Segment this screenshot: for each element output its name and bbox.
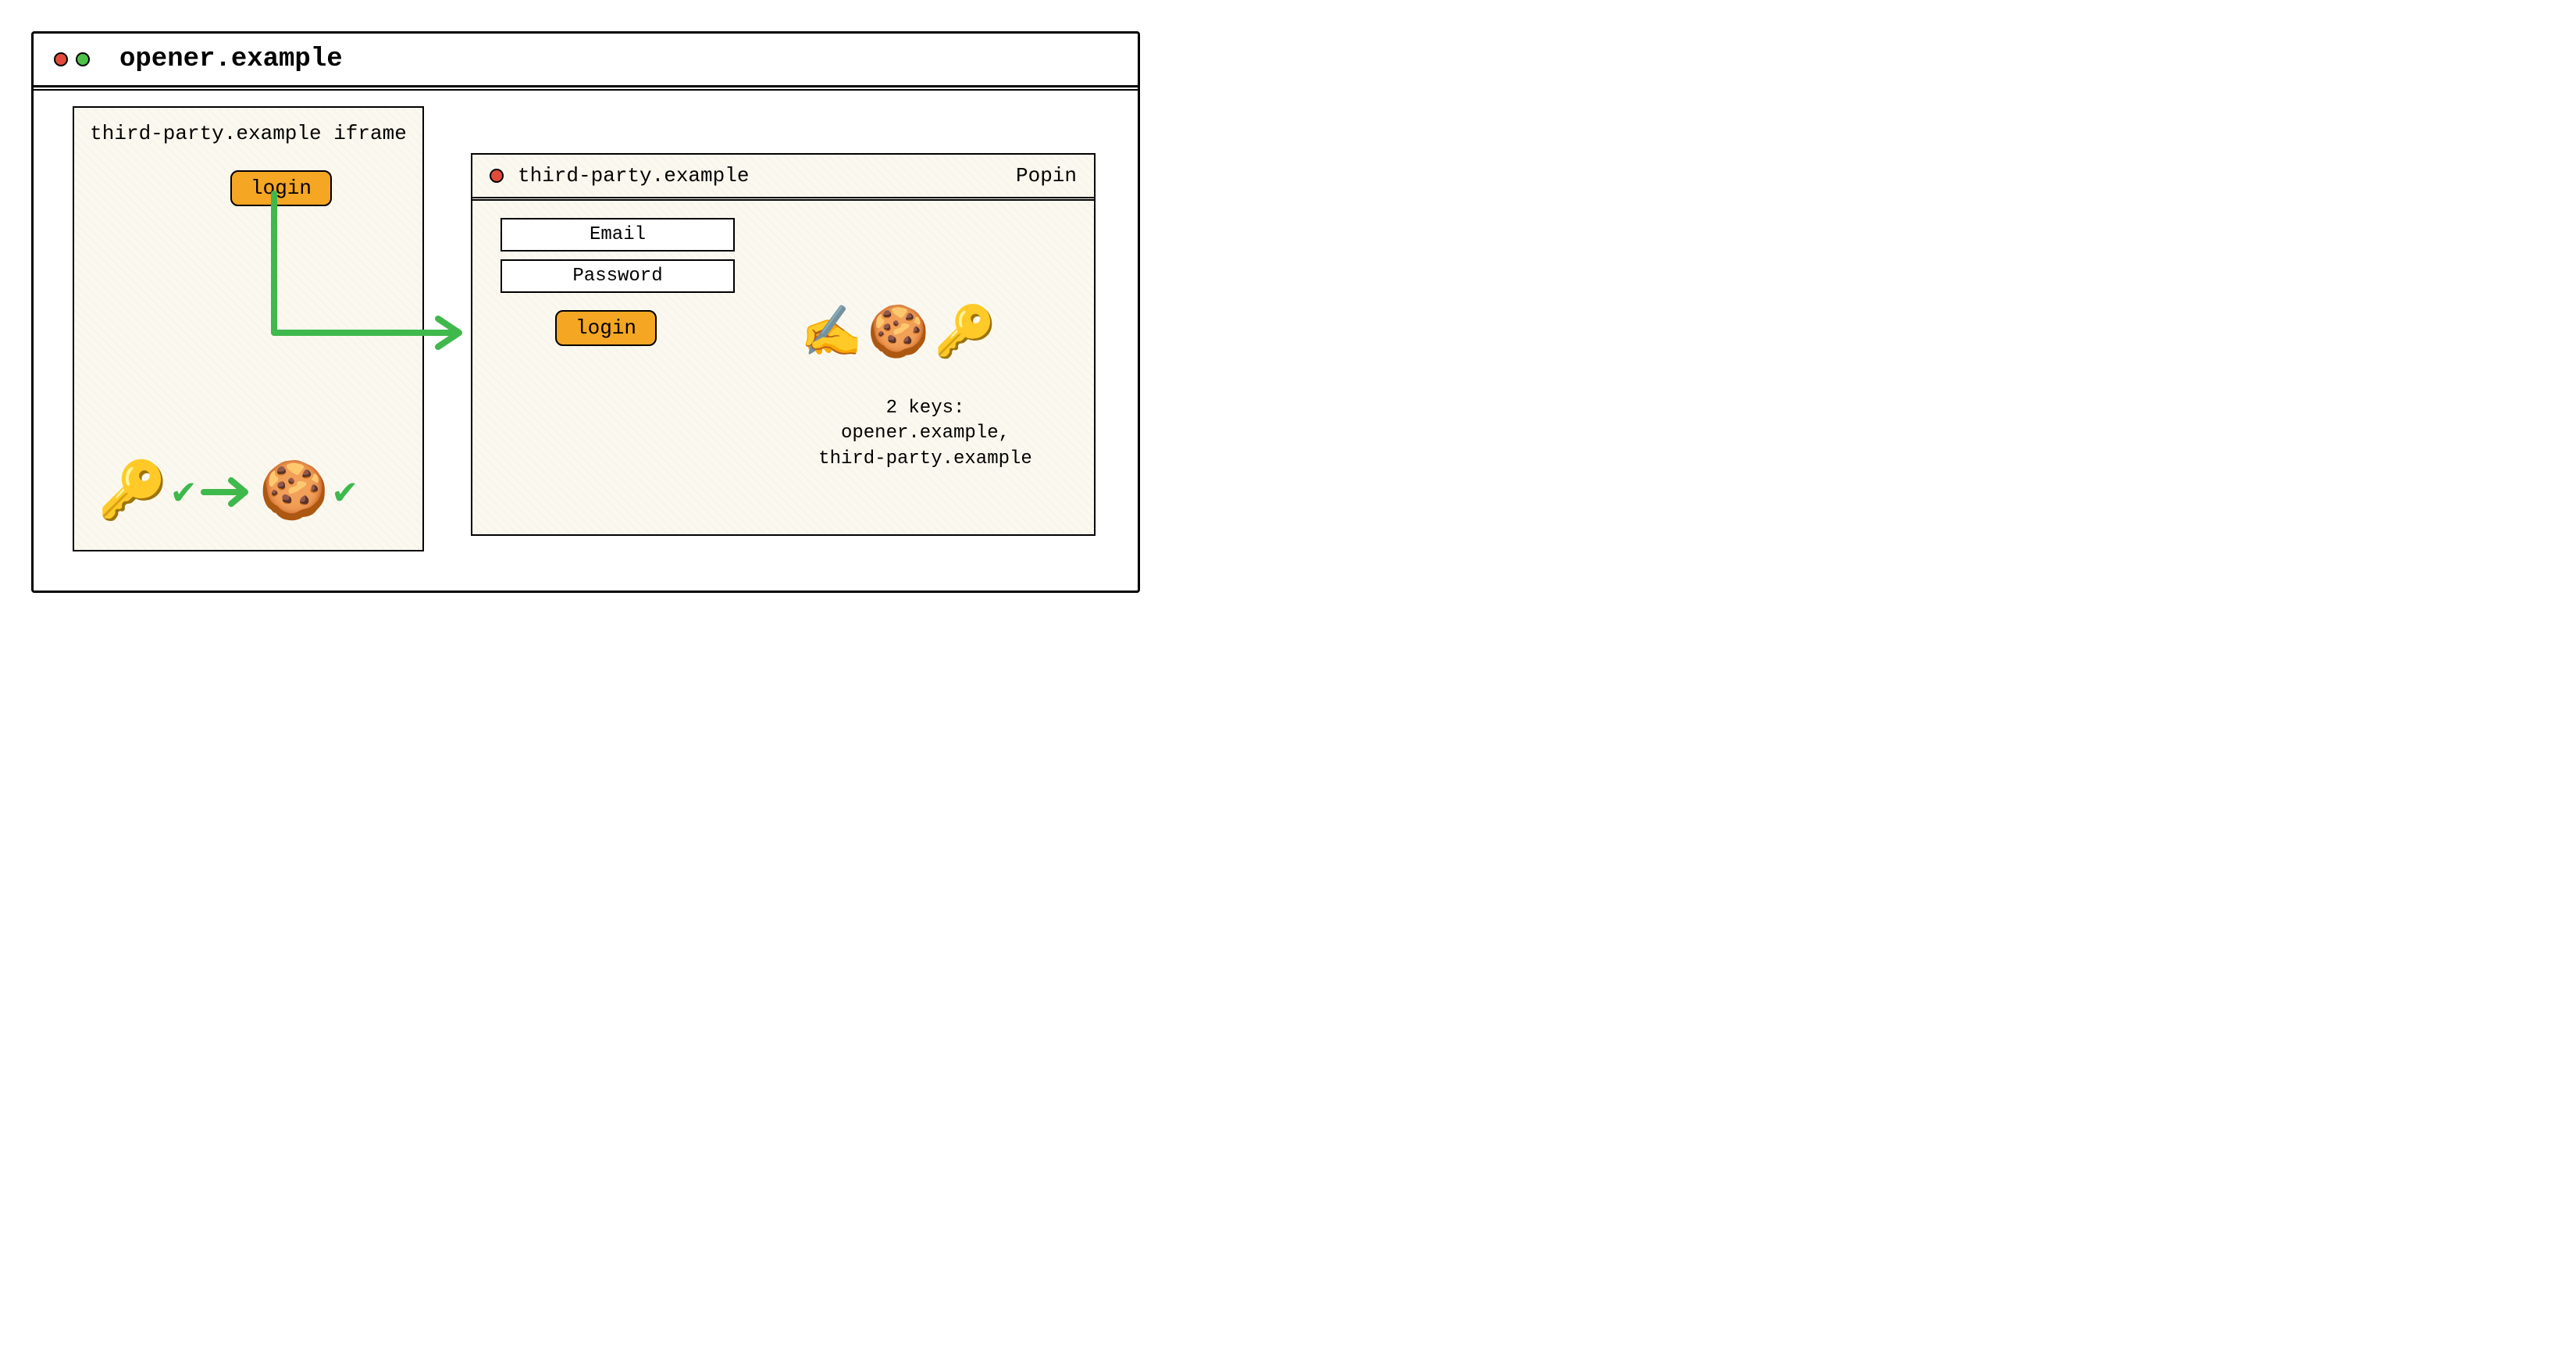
iframe-box: third-party.example iframe login 🔑 ✔ 🍪 ✔ <box>73 106 424 551</box>
check-icon: ✔ <box>173 469 195 515</box>
keys-description: 2 keys: opener.example, third-party.exam… <box>785 396 1066 472</box>
popin-titlebar: third-party.example Popin <box>472 155 1094 198</box>
iframe-login-button[interactable]: login <box>230 170 332 206</box>
browser-title: opener.example <box>119 45 343 74</box>
cookie-icon: 🍪 <box>868 308 935 364</box>
browser-window: opener.example third-party.example ifram… <box>31 31 1140 593</box>
popin-dot-red[interactable] <box>490 169 504 183</box>
arrow-right-icon <box>200 473 255 512</box>
popin-icon-row: ✍️🍪🔑 <box>800 302 1001 364</box>
keys-line1: 2 keys: <box>785 396 1066 421</box>
cookie-icon: 🍪 <box>259 457 330 526</box>
popin-window: third-party.example Popin Email Password… <box>471 153 1096 536</box>
window-dot-green[interactable] <box>76 52 90 66</box>
keys-line3: third-party.example <box>785 447 1066 472</box>
browser-titlebar: opener.example <box>34 34 1138 87</box>
key-icon: 🔑 <box>934 308 1001 364</box>
key-icon: 🔑 <box>98 457 168 526</box>
check-icon: ✔ <box>333 469 356 515</box>
login-form: Email Password login <box>501 218 735 346</box>
popin-type-label: Popin <box>1016 164 1077 187</box>
browser-content: third-party.example iframe login 🔑 ✔ 🍪 ✔ <box>34 91 1138 591</box>
popin-title-left: third-party.example <box>490 164 749 187</box>
writing-hand-icon: ✍️ <box>800 308 868 364</box>
password-field[interactable]: Password <box>501 259 735 293</box>
iframe-label: third-party.example iframe <box>74 122 422 145</box>
keys-line2: opener.example, <box>785 421 1066 446</box>
window-dot-red[interactable] <box>54 52 68 66</box>
popin-body: Email Password login ✍️🍪🔑 2 keys: opener… <box>472 201 1094 535</box>
popin-url: third-party.example <box>518 164 749 187</box>
iframe-bottom-icons: 🔑 ✔ 🍪 ✔ <box>98 457 356 526</box>
popin-login-button[interactable]: login <box>555 310 657 346</box>
email-field[interactable]: Email <box>501 218 735 252</box>
